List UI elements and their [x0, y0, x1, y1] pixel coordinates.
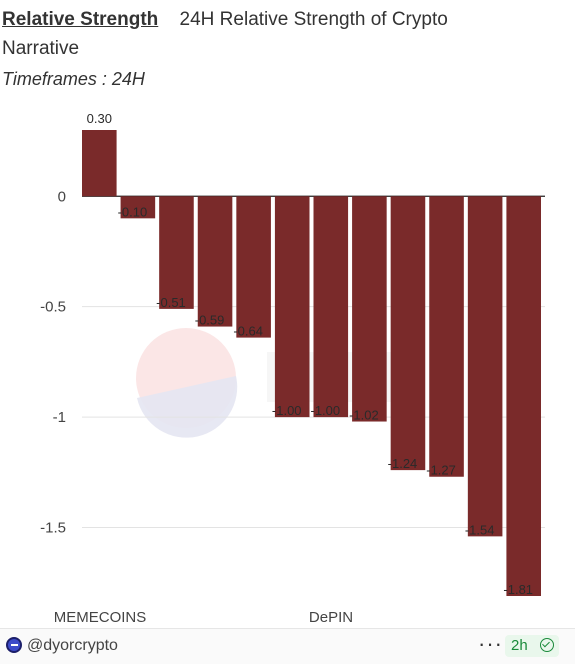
bar-value-label: 0.30 — [87, 111, 112, 126]
bar[interactable] — [236, 196, 271, 338]
bar-chart: 0 -0.5 -1 -1.5 0.30 -0.10 -0.51 -0.59 -0.64 -1.00… — [40, 111, 545, 626]
bar-value-label: -0.10 — [118, 204, 148, 219]
post-footer: @dyorcrypto ··· 2h — [0, 628, 575, 664]
more-options-icon[interactable]: ··· — [478, 631, 503, 656]
bar-value-label: -1.81 — [503, 582, 533, 597]
title-line: Relative Strength 24H Relative Strength … — [0, 6, 575, 34]
verified-check-icon — [540, 638, 554, 652]
y-tick-label: -1 — [53, 409, 66, 426]
bar[interactable] — [313, 196, 349, 418]
timeframes-label: Timeframes : 24H — [2, 69, 145, 89]
chart-description: 24H Relative Strength of Crypto — [179, 9, 448, 30]
bar[interactable] — [159, 196, 194, 309]
bar-value-label: -0.64 — [233, 324, 263, 339]
bar-value-label: -0.51 — [156, 295, 186, 310]
y-tick-label: -1.5 — [40, 520, 66, 537]
bar[interactable] — [197, 196, 233, 327]
y-tick-label: 0 — [58, 188, 66, 205]
chart-header: Relative Strength 24H Relative Strength … — [0, 6, 575, 94]
x-category-label: MEMECOINS — [54, 609, 147, 626]
bar[interactable] — [390, 196, 426, 471]
y-tick-label: -0.5 — [40, 299, 66, 316]
bar[interactable] — [429, 196, 464, 477]
bar[interactable] — [352, 196, 387, 422]
bar[interactable] — [467, 196, 503, 537]
chart-title[interactable]: Relative Strength — [2, 9, 159, 30]
chart-description-continued: Narrative — [2, 38, 80, 59]
bar-value-label: -1.02 — [349, 408, 379, 423]
bar-value-label: -1.24 — [388, 456, 418, 471]
avatar-icon[interactable] — [6, 637, 22, 653]
bar-value-label: -1.27 — [426, 463, 456, 478]
bar-value-label: -1.00 — [272, 403, 302, 418]
bar[interactable] — [82, 130, 117, 197]
timestamp-text: 2h — [511, 637, 528, 654]
timestamp-badge: 2h — [505, 635, 559, 657]
bar-value-label: -1.00 — [311, 403, 341, 418]
bar[interactable] — [120, 196, 156, 219]
bar-value-label: -0.59 — [195, 313, 225, 328]
x-category-label: DePIN — [309, 609, 353, 626]
bar[interactable] — [274, 196, 310, 418]
bar[interactable] — [506, 196, 541, 596]
bar-value-label: -1.54 — [465, 522, 495, 537]
author-handle[interactable]: @dyorcrypto — [27, 637, 118, 654]
